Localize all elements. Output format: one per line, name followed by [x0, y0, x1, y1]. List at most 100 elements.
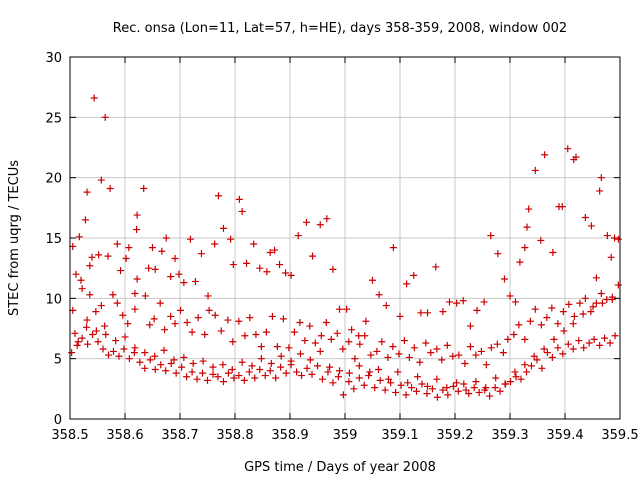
data-point [381, 386, 389, 394]
data-point [229, 338, 237, 346]
data-point [317, 332, 325, 340]
data-point [287, 357, 295, 365]
data-point [449, 352, 457, 360]
data-point [125, 244, 133, 252]
data-point [403, 280, 411, 288]
data-point [294, 232, 302, 240]
data-point [272, 374, 280, 382]
data-point [303, 218, 310, 226]
data-points [68, 94, 622, 401]
y-tick-label: 0 [54, 413, 62, 428]
data-point [454, 387, 462, 395]
data-point [285, 344, 293, 352]
data-point [101, 322, 109, 330]
data-point [83, 316, 91, 324]
data-point [339, 391, 347, 399]
data-point [94, 338, 102, 346]
data-point [227, 235, 235, 243]
data-point [151, 366, 159, 374]
data-point [306, 322, 314, 330]
data-point [598, 299, 606, 307]
data-point [382, 302, 390, 310]
data-point [131, 290, 139, 298]
data-point [611, 332, 619, 340]
data-point [487, 232, 495, 240]
data-point [614, 281, 622, 289]
data-point [248, 362, 256, 370]
data-point [565, 300, 573, 308]
y-tick-label: 10 [45, 292, 62, 307]
data-point [477, 347, 485, 355]
data-point [240, 376, 248, 384]
data-point [366, 368, 374, 376]
data-point [282, 369, 290, 377]
data-point [122, 255, 130, 263]
data-point [334, 373, 342, 381]
data-point [590, 335, 598, 343]
data-point [228, 366, 236, 374]
data-point [277, 363, 285, 371]
data-point [410, 271, 418, 279]
data-point [351, 355, 359, 363]
data-point [465, 390, 473, 398]
data-point [559, 308, 567, 316]
data-point [157, 361, 165, 369]
data-point [201, 331, 209, 339]
data-point [329, 379, 337, 387]
data-point [86, 291, 94, 299]
data-point [537, 236, 545, 244]
chart-title: Rec. onsa (Lon=11, Lat=57, h=HE), days 3… [113, 21, 567, 36]
data-point [576, 299, 584, 307]
data-point [194, 314, 202, 322]
data-point [433, 345, 441, 353]
x-tick-label: 359.2 [436, 428, 473, 443]
data-point [596, 341, 604, 349]
data-point [293, 368, 301, 376]
data-point [117, 267, 125, 275]
data-point [461, 359, 469, 367]
data-point [564, 145, 572, 153]
data-point [453, 379, 461, 387]
data-point [581, 294, 589, 302]
data-point [462, 386, 470, 394]
data-point [597, 290, 605, 298]
data-point [392, 388, 400, 396]
data-point [371, 384, 379, 392]
y-axis-label: STEC from uqrg / TECUs [7, 160, 22, 316]
x-tick-label: 359.5 [601, 428, 638, 443]
data-point [191, 277, 199, 285]
data-point [614, 235, 622, 243]
data-point [422, 339, 430, 347]
data-point [466, 343, 474, 351]
data-point [180, 353, 188, 361]
data-point [369, 276, 376, 284]
data-point [131, 305, 139, 313]
data-point [580, 344, 588, 352]
data-point [397, 381, 405, 389]
data-point [193, 375, 201, 383]
data-point [145, 264, 153, 272]
data-point [480, 298, 488, 306]
data-point [394, 368, 402, 376]
data-point [171, 255, 179, 263]
data-point [224, 369, 232, 377]
data-point [543, 349, 551, 357]
data-point [472, 378, 480, 386]
data-point [89, 331, 97, 339]
data-point [136, 358, 144, 366]
data-point [531, 166, 539, 174]
data-point [486, 392, 494, 400]
data-point [178, 363, 186, 371]
data-point [348, 326, 356, 334]
data-point [104, 252, 112, 260]
data-point [81, 216, 89, 224]
data-point [475, 388, 483, 396]
data-point [521, 361, 529, 369]
data-point [558, 203, 566, 211]
data-point [140, 185, 148, 193]
data-point [204, 292, 212, 300]
data-point [433, 375, 441, 383]
data-point [238, 358, 246, 366]
data-point [167, 312, 175, 320]
data-point [472, 351, 480, 359]
